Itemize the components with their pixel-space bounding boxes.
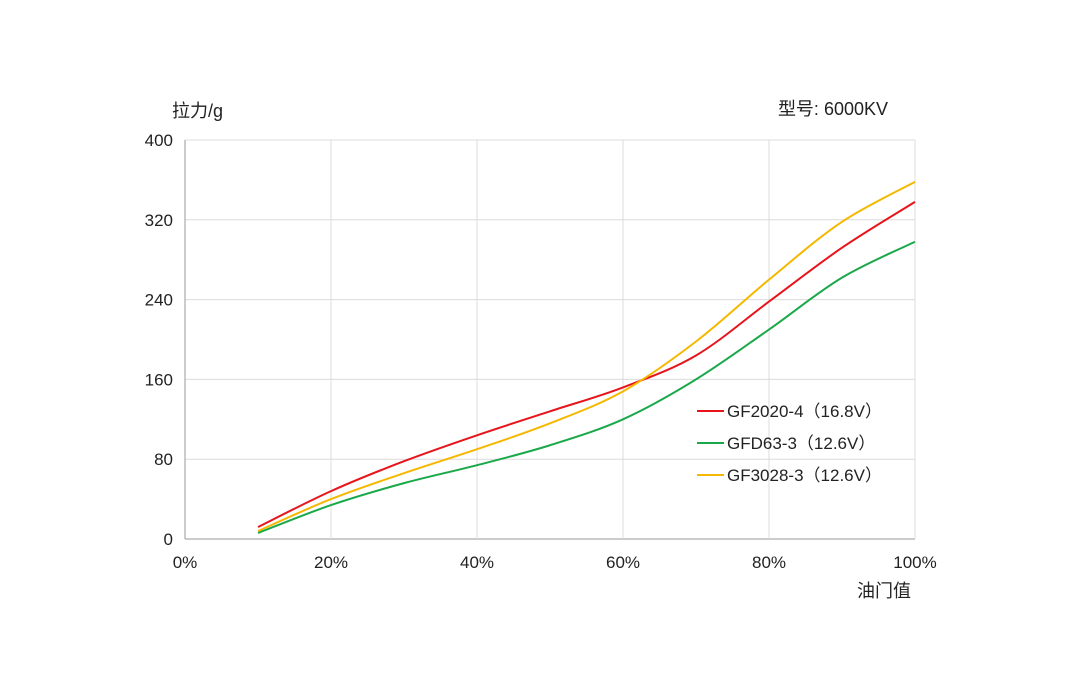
- x-tick-label: 80%: [752, 553, 786, 572]
- series-line-3: [257, 181, 916, 532]
- x-tick-label: 40%: [460, 553, 494, 572]
- legend-label-1: GF2020-4（16.8V）: [727, 402, 882, 421]
- y-tick-label: 400: [145, 131, 173, 150]
- legend-label-3: GF3028-3（12.6V）: [727, 466, 882, 485]
- y-tick-label: 320: [145, 211, 173, 230]
- x-tick-label: 100%: [893, 553, 936, 572]
- y-tick-label: 0: [164, 530, 173, 549]
- model-label: 型号: 6000KV: [777, 99, 888, 119]
- series-line-1: [257, 200, 916, 528]
- y-tick-label: 240: [145, 291, 173, 310]
- legend-label-2: GFD63-3（12.6V）: [727, 434, 875, 453]
- y-tick-label: 160: [145, 370, 173, 389]
- y-axis-title: 拉力/g: [172, 101, 224, 121]
- x-tick-label: 20%: [314, 553, 348, 572]
- x-tick-label: 60%: [606, 553, 640, 572]
- x-tick-label: 0%: [173, 553, 198, 572]
- series-line-2: [257, 240, 916, 534]
- y-tick-label: 80: [154, 450, 173, 469]
- x-axis-title: 油门值: [857, 581, 911, 601]
